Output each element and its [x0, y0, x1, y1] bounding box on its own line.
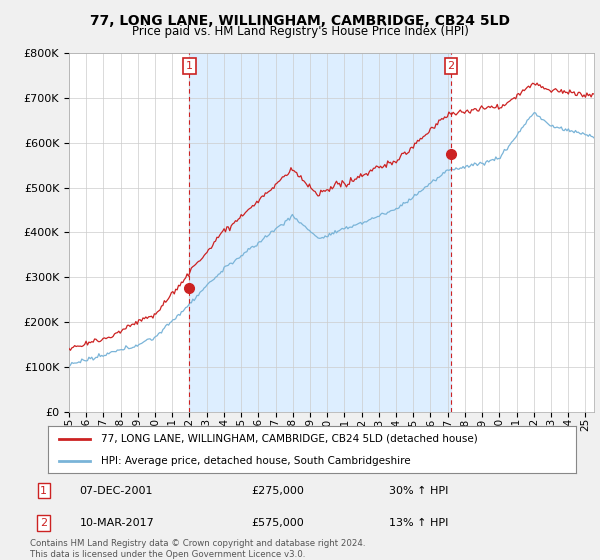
Text: 2: 2	[448, 60, 455, 71]
Text: 77, LONG LANE, WILLINGHAM, CAMBRIDGE, CB24 5LD: 77, LONG LANE, WILLINGHAM, CAMBRIDGE, CB…	[90, 14, 510, 28]
Text: 07-DEC-2001: 07-DEC-2001	[80, 486, 153, 496]
Text: HPI: Average price, detached house, South Cambridgeshire: HPI: Average price, detached house, Sout…	[101, 456, 410, 466]
Text: 77, LONG LANE, WILLINGHAM, CAMBRIDGE, CB24 5LD (detached house): 77, LONG LANE, WILLINGHAM, CAMBRIDGE, CB…	[101, 434, 478, 444]
Text: 1: 1	[186, 60, 193, 71]
Text: 30% ↑ HPI: 30% ↑ HPI	[389, 486, 448, 496]
Text: 2: 2	[40, 518, 47, 528]
Text: 13% ↑ HPI: 13% ↑ HPI	[389, 518, 448, 528]
Text: Price paid vs. HM Land Registry's House Price Index (HPI): Price paid vs. HM Land Registry's House …	[131, 25, 469, 38]
Text: 1: 1	[40, 486, 47, 496]
Text: £275,000: £275,000	[251, 486, 304, 496]
Text: 10-MAR-2017: 10-MAR-2017	[80, 518, 154, 528]
Text: Contains HM Land Registry data © Crown copyright and database right 2024.
This d: Contains HM Land Registry data © Crown c…	[30, 539, 365, 559]
Bar	[190, 53, 451, 412]
Text: £575,000: £575,000	[251, 518, 304, 528]
